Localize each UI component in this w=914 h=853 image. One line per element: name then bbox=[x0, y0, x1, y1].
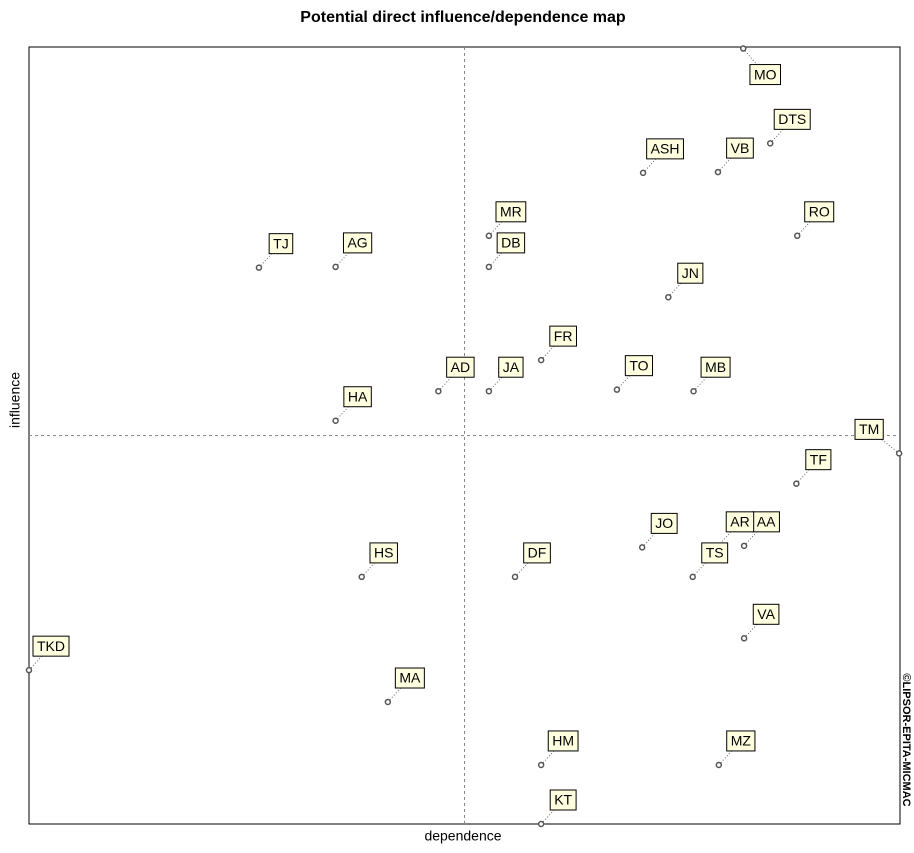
point bbox=[715, 761, 723, 769]
label-box bbox=[677, 262, 704, 284]
point-label: DF bbox=[528, 545, 547, 561]
point bbox=[740, 542, 748, 550]
leader-line bbox=[868, 428, 900, 454]
point-label: MO bbox=[754, 66, 777, 82]
point-label: HS bbox=[374, 545, 393, 561]
label-box bbox=[446, 356, 475, 378]
label-box bbox=[805, 449, 832, 471]
point bbox=[485, 232, 493, 240]
point-label: AG bbox=[347, 235, 367, 251]
point bbox=[537, 356, 545, 364]
label-box bbox=[342, 232, 373, 254]
label-box bbox=[549, 789, 577, 811]
point-label: KT bbox=[554, 792, 572, 808]
label-box bbox=[394, 667, 425, 689]
point-label: TS bbox=[706, 545, 724, 561]
label-box bbox=[624, 355, 654, 377]
point bbox=[537, 820, 545, 828]
label-box bbox=[495, 201, 527, 223]
label-box bbox=[498, 356, 524, 378]
label-box bbox=[549, 325, 577, 347]
point-label: VB bbox=[731, 140, 750, 156]
point bbox=[690, 387, 697, 395]
point bbox=[740, 635, 748, 642]
label-box bbox=[701, 542, 729, 564]
point bbox=[435, 387, 442, 395]
label-box bbox=[726, 730, 756, 752]
point bbox=[793, 232, 801, 240]
point-label: TJ bbox=[273, 235, 289, 251]
label-box bbox=[804, 201, 835, 223]
point-label: ASH bbox=[651, 141, 680, 157]
point-label: DB bbox=[501, 235, 520, 251]
label-box bbox=[646, 138, 684, 160]
point bbox=[665, 293, 672, 301]
label-box bbox=[725, 511, 755, 533]
point-label: JO bbox=[655, 515, 673, 531]
point bbox=[332, 417, 339, 424]
point bbox=[485, 387, 493, 395]
point-label: TM bbox=[859, 421, 879, 437]
label-box bbox=[32, 635, 70, 657]
point bbox=[613, 386, 621, 393]
point-label: FR bbox=[554, 328, 573, 344]
point-label: MR bbox=[500, 204, 522, 220]
point bbox=[537, 761, 545, 769]
point-label: DTS bbox=[778, 111, 806, 127]
point-label: MA bbox=[399, 670, 421, 686]
y-axis-label: influence bbox=[7, 372, 23, 428]
label-box bbox=[726, 137, 754, 159]
label-box bbox=[268, 233, 294, 255]
point bbox=[25, 666, 33, 674]
watermark: ©LIPSOR-EPITA-MICMAC bbox=[900, 673, 912, 806]
point-label: HM bbox=[552, 733, 574, 749]
label-box bbox=[749, 64, 782, 86]
label-box bbox=[700, 356, 731, 378]
label-box bbox=[547, 730, 579, 752]
label-box bbox=[854, 418, 884, 440]
point bbox=[895, 450, 903, 457]
point bbox=[511, 573, 519, 581]
point-label: VA bbox=[757, 606, 775, 622]
label-box bbox=[650, 512, 678, 534]
point bbox=[485, 263, 493, 271]
label-box bbox=[752, 603, 780, 625]
point-label: AA bbox=[757, 514, 776, 530]
point bbox=[739, 45, 747, 52]
point-label: JN bbox=[682, 265, 699, 281]
point-label: TO bbox=[629, 357, 648, 373]
point bbox=[358, 573, 365, 581]
point-label: MB bbox=[705, 359, 726, 375]
point-label: HA bbox=[348, 388, 368, 404]
point-label: JA bbox=[503, 359, 520, 375]
point bbox=[255, 264, 263, 271]
point-label: TKD bbox=[37, 638, 65, 654]
point bbox=[638, 544, 646, 551]
x-axis-label: dependence bbox=[424, 828, 501, 844]
point-label: AD bbox=[451, 359, 470, 375]
point bbox=[689, 573, 696, 581]
label-box bbox=[773, 108, 811, 130]
point bbox=[639, 169, 647, 177]
point bbox=[793, 480, 800, 487]
point-label: RO bbox=[809, 204, 830, 220]
point bbox=[332, 263, 339, 271]
point-label: MZ bbox=[731, 733, 752, 749]
point bbox=[766, 140, 774, 147]
chart-title: Potential direct influence/dependence ma… bbox=[300, 9, 626, 26]
label-box bbox=[343, 386, 372, 408]
label-box bbox=[523, 542, 551, 564]
point-label: TF bbox=[810, 451, 827, 467]
label-box bbox=[369, 542, 398, 564]
point-label: AR bbox=[730, 514, 749, 530]
point bbox=[714, 168, 722, 176]
label-box bbox=[496, 232, 526, 254]
point bbox=[384, 698, 392, 706]
